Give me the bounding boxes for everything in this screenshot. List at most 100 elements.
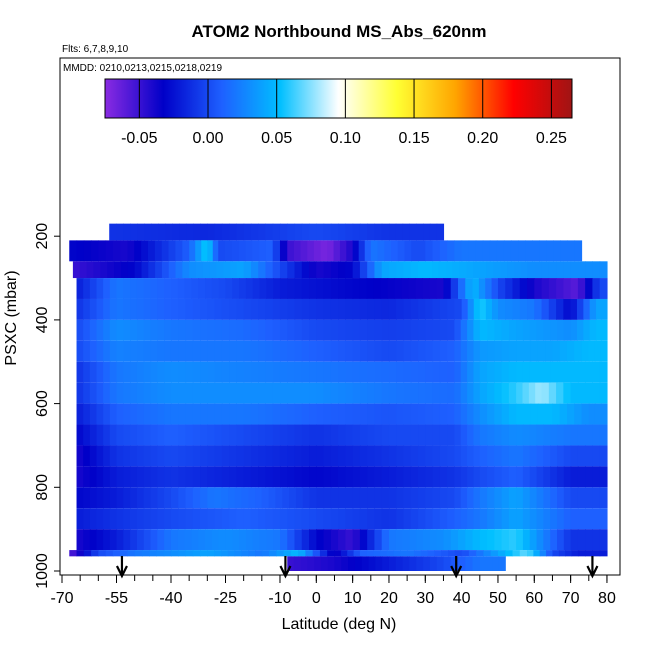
- heatmap-cell: [543, 319, 551, 341]
- heatmap-cell: [543, 361, 551, 383]
- heatmap-cell: [143, 340, 152, 362]
- heatmap-cell: [486, 261, 495, 279]
- heatmap-cell: [516, 508, 524, 530]
- heatmap-cell: [494, 487, 503, 509]
- heatmap-cell: [316, 319, 325, 341]
- heatmap-cell: [252, 240, 260, 262]
- heatmap-cell: [352, 240, 360, 262]
- heatmap-cell: [272, 298, 281, 320]
- heatmap-cell: [170, 298, 179, 320]
- heatmap-cell: [279, 403, 288, 425]
- heatmap-cell: [407, 550, 415, 557]
- heatmap-cell: [143, 424, 152, 446]
- heatmap-cell: [130, 466, 138, 488]
- heatmap-cell: [116, 382, 124, 404]
- heatmap-cell: [508, 424, 517, 446]
- heatmap-cell: [289, 487, 297, 509]
- heatmap-cell: [301, 278, 310, 299]
- heatmap-cell: [460, 424, 468, 446]
- heatmap-cell: [334, 550, 342, 557]
- heatmap-cell: [454, 361, 462, 383]
- heatmap-cell: [534, 261, 543, 279]
- heatmap-cell: [236, 382, 245, 404]
- heatmap-cell: [164, 424, 172, 446]
- heatmap-cell: [114, 261, 122, 279]
- heatmap-cell: [323, 261, 332, 279]
- heatmap-cell: [388, 361, 397, 383]
- heatmap-cell: [410, 445, 419, 467]
- heatmap-cell: [96, 382, 104, 404]
- heatmap-cell: [229, 319, 237, 341]
- heatmap-cell: [577, 508, 586, 530]
- heatmap-cell: [338, 445, 346, 467]
- heatmap-cell: [425, 424, 434, 446]
- heatmap-cell: [556, 261, 564, 279]
- heatmap-cell: [186, 223, 194, 241]
- heatmap-cell: [191, 529, 199, 551]
- heatmap-cell: [409, 529, 417, 551]
- heatmap-cell: [541, 278, 550, 299]
- heatmap-cell: [109, 319, 118, 341]
- heatmap-layer: [76, 466, 608, 488]
- heatmap-cell: [86, 261, 95, 279]
- heatmap-cell: [150, 424, 158, 446]
- heatmap-cell: [415, 278, 424, 299]
- heatmap-cell: [209, 261, 218, 279]
- heatmap-cell: [359, 261, 368, 279]
- heatmap-cell: [83, 340, 91, 362]
- heatmap-cell: [418, 424, 426, 446]
- heatmap-cell: [548, 278, 557, 299]
- heatmap-cell: [89, 361, 98, 383]
- heatmap-cell: [164, 529, 172, 551]
- heatmap-cell: [487, 508, 495, 530]
- heatmap-cell: [367, 487, 376, 509]
- heatmap-cell: [185, 466, 194, 488]
- heatmap-cell: [236, 508, 245, 530]
- heatmap-cell: [192, 319, 201, 341]
- heatmap-cell: [501, 319, 510, 341]
- colorbar: -0.05 0.00 0.05 0.10 0.15 0.20 0.25: [104, 78, 573, 147]
- heatmap-cell: [556, 382, 564, 404]
- heatmap-cell: [473, 466, 481, 488]
- heatmap-cell: [367, 403, 376, 425]
- heatmap-cell: [347, 550, 355, 557]
- heatmap-cell: [570, 466, 579, 488]
- heatmap-cell: [479, 403, 488, 425]
- heatmap-cell: [327, 240, 335, 262]
- heatmap-cell: [76, 550, 85, 557]
- heatmap-cell: [243, 319, 252, 341]
- heatmap-cell: [494, 319, 503, 341]
- heatmap-cell: [103, 529, 111, 551]
- heatmap-cell: [454, 240, 463, 262]
- heatmap-cell: [287, 424, 296, 446]
- heatmap-cell: [447, 487, 455, 509]
- heatmap-cell: [388, 529, 397, 551]
- heatmap-cell: [448, 550, 456, 557]
- heatmap-cell: [563, 261, 572, 279]
- heatmap-layers: [69, 223, 608, 571]
- heatmap-cell: [410, 361, 419, 383]
- heatmap-cell: [472, 261, 481, 279]
- heatmap-cell: [384, 240, 392, 262]
- heatmap-cell: [359, 466, 368, 488]
- heatmap-cell: [239, 529, 247, 551]
- heatmap-cell: [89, 340, 98, 362]
- heatmap-cell: [103, 382, 111, 404]
- heatmap-cell: [416, 529, 424, 551]
- heatmap-cell: [345, 319, 354, 341]
- heatmap-cell: [294, 466, 303, 488]
- heatmap-cell: [352, 340, 361, 362]
- heatmap-cell: [301, 403, 310, 425]
- heatmap-cell: [577, 466, 586, 488]
- heatmap-cell: [543, 487, 551, 509]
- heatmap-cell: [505, 278, 514, 299]
- heatmap-cell: [330, 261, 339, 279]
- heatmap-cell: [508, 340, 517, 362]
- heatmap-cell: [425, 261, 433, 279]
- heatmap-cell: [279, 529, 288, 551]
- heatmap-cell: [232, 529, 240, 551]
- heatmap-cell: [527, 278, 535, 299]
- heatmap-cell: [290, 550, 299, 557]
- heatmap-cell: [185, 403, 194, 425]
- heatmap-cell: [89, 298, 98, 320]
